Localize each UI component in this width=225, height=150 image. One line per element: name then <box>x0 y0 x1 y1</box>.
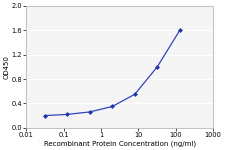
Y-axis label: OD450: OD450 <box>3 55 9 79</box>
X-axis label: Recombinant Protein Concentration (ng/ml): Recombinant Protein Concentration (ng/ml… <box>44 140 196 147</box>
